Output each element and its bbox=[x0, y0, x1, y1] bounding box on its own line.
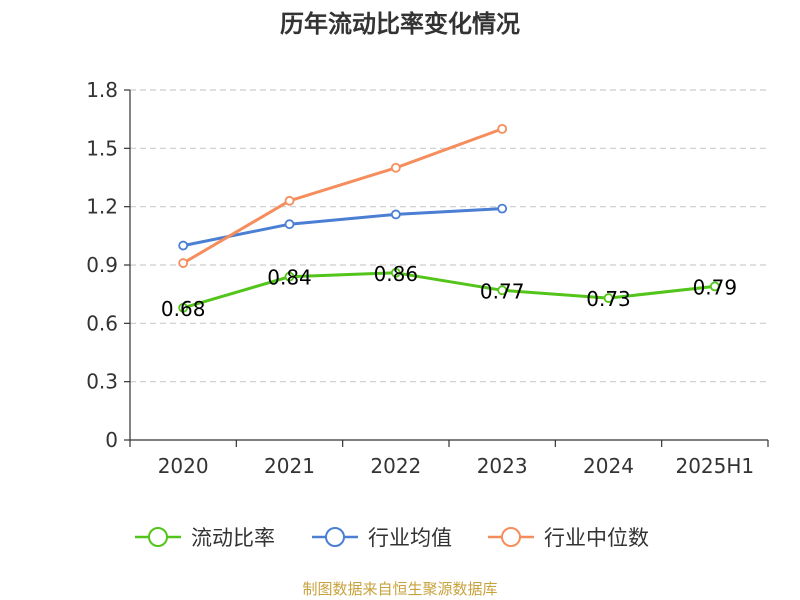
chart-title: 历年流动比率变化情况 bbox=[280, 10, 520, 38]
x-tick-label: 2020 bbox=[158, 454, 209, 478]
x-tick-label: 2022 bbox=[370, 454, 421, 478]
y-tick-label: 1.5 bbox=[86, 136, 118, 160]
y-tick-label: 0.9 bbox=[86, 253, 118, 277]
data-label: 0.79 bbox=[693, 275, 738, 299]
data-point bbox=[284, 219, 295, 230]
series-line-0 bbox=[182, 271, 715, 310]
data-label: 0.68 bbox=[161, 297, 206, 321]
plot-area bbox=[178, 123, 720, 313]
legend: 流动比率 行业均值 行业中位数 bbox=[135, 526, 649, 550]
legend-label: 流动比率 bbox=[191, 526, 275, 550]
legend-marker bbox=[325, 527, 345, 547]
data-label: 0.77 bbox=[480, 279, 525, 303]
data-point bbox=[709, 281, 720, 292]
data-point bbox=[284, 195, 295, 206]
y-tick-label: 0.3 bbox=[86, 370, 118, 394]
grid bbox=[130, 89, 768, 383]
data-point bbox=[497, 285, 508, 296]
data-point bbox=[603, 293, 614, 303]
data-point bbox=[178, 302, 189, 313]
legend-marker bbox=[501, 527, 521, 547]
data-label: 0.86 bbox=[374, 262, 419, 286]
x-tick-label: 2023 bbox=[477, 454, 528, 478]
data-point bbox=[497, 203, 508, 214]
y-tick-label: 1.8 bbox=[86, 78, 118, 102]
data-point bbox=[178, 240, 189, 251]
y-tick-label: 0.6 bbox=[86, 311, 118, 335]
series-line-1 bbox=[182, 207, 503, 248]
x-tick-label: 2025H1 bbox=[675, 454, 754, 478]
axes: 0 0.3 0.6 0.9 1.2 1.5 1.8 2020 2021 2022 2023 2024 2… bbox=[86, 78, 769, 478]
data-point bbox=[497, 123, 508, 134]
series-line-2 bbox=[182, 127, 503, 265]
data-point bbox=[178, 258, 189, 268]
legend-label: 行业中位数 bbox=[544, 526, 649, 550]
data-point bbox=[390, 162, 401, 173]
legend-label: 行业均值 bbox=[368, 526, 452, 550]
legend-marker bbox=[148, 527, 168, 547]
data-label: 0.73 bbox=[586, 287, 631, 311]
data-point bbox=[390, 209, 401, 220]
x-tick-label: 2024 bbox=[583, 454, 634, 478]
source-note: 制图数据来自恒生聚源数据库 bbox=[302, 580, 497, 598]
data-label: 0.84 bbox=[267, 266, 312, 290]
y-tick-label: 1.2 bbox=[86, 195, 118, 219]
data-point bbox=[390, 267, 401, 278]
x-tick-label: 2021 bbox=[264, 454, 315, 478]
y-tick-label: 0 bbox=[105, 428, 118, 452]
data-point bbox=[284, 271, 295, 282]
data-labels: 0.68 0.84 0.86 0.77 0.73 0.79 bbox=[161, 262, 737, 321]
